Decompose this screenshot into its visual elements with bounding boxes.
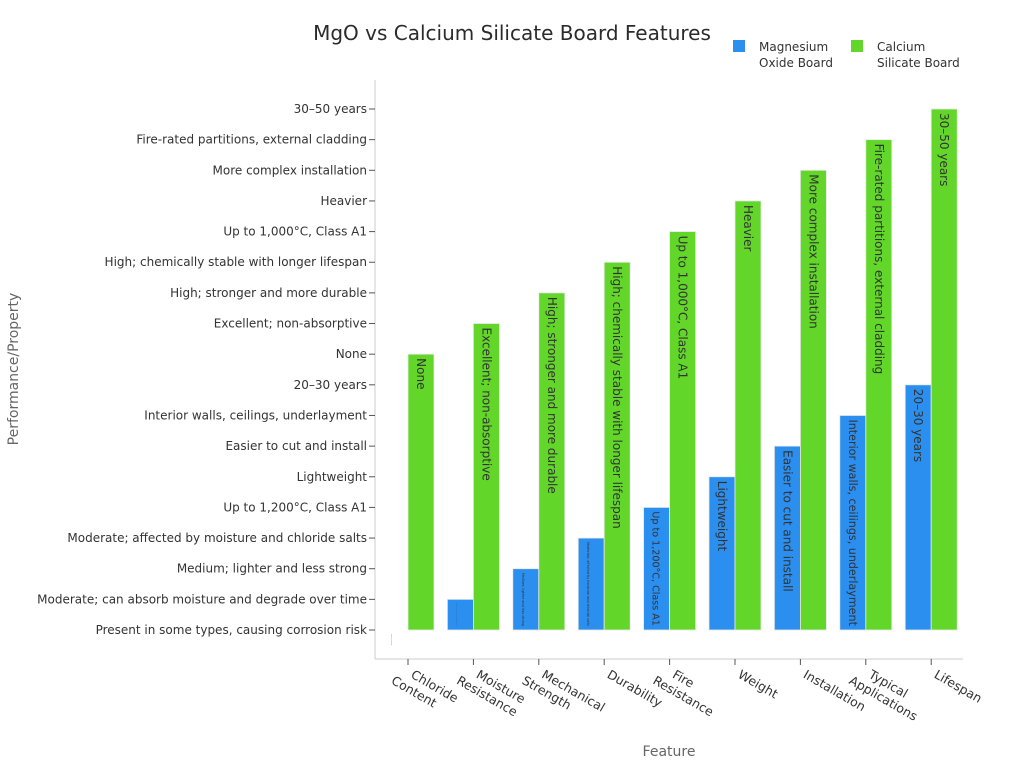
bar-mgo (643, 507, 670, 631)
chart-title: MgO vs Calcium Silicate Board Features (313, 21, 711, 45)
bar-mgo (512, 568, 540, 631)
bar-label-cs: More complex installation (806, 174, 820, 329)
bar-cs (407, 353, 435, 631)
legend-label-cs: Calcium Silicate Board (877, 40, 960, 70)
y-tick-label: Up to 1,000°C, Class A1 (223, 225, 367, 239)
bar-labels: Present in some types, causing corrosion… (391, 113, 951, 646)
y-tick-label: Fire-rated partitions, external cladding (136, 133, 367, 147)
y-tick-label: Heavier (320, 194, 367, 208)
y-tick-label: Interior walls, ceilings, underlayment (144, 408, 367, 422)
legend-label-mgo: Magnesium Oxide Board (759, 40, 833, 70)
y-ticks: Present in some types, causing corrosion… (37, 102, 375, 637)
bar-label-cs: High; chemically stable with longer life… (610, 266, 624, 528)
bar-cs (603, 261, 631, 631)
bar-mgo (839, 415, 867, 631)
x-tick-label: FireResistance (650, 660, 724, 720)
bar-cs (669, 231, 696, 631)
bar-label-mgo: Up to 1,200°C, Class A1 (650, 511, 661, 625)
bar-label-cs: Heavier (741, 205, 755, 252)
y-tick-label: Easier to cut and install (225, 439, 367, 453)
x-tick-label: ChlorideContent (389, 660, 461, 719)
bar-label-cs: High; stronger and more durable (545, 297, 559, 494)
legend-swatch-mgo (733, 40, 745, 52)
bar-cs (930, 108, 958, 631)
bar-cs (865, 139, 893, 631)
x-tick-label: Lifespan (932, 667, 985, 706)
bar-mgo (904, 384, 932, 631)
x-axis-title: Feature (643, 744, 696, 760)
bar-label-cs: None (414, 358, 428, 389)
bar-label-mgo: Present in some types, causing corrosion… (391, 634, 392, 646)
bar-cs (472, 323, 500, 631)
x-tick-label: MechanicalStrength (520, 660, 608, 728)
bar-label-cs: 30–50 years (937, 113, 951, 186)
y-tick-label: Present in some types, causing corrosion… (96, 623, 367, 637)
bar-label-cs: Excellent; non-absorptive (479, 328, 493, 481)
bar-mgo (774, 445, 801, 631)
bar-label-mgo: 20–30 years (911, 389, 925, 462)
y-axis-title: Performance/Property (6, 293, 22, 446)
bar-label-mgo: Medium; lighter and less strong (521, 573, 525, 626)
y-tick-label: High; stronger and more durable (170, 286, 367, 300)
y-tick-label: Lightweight (297, 470, 368, 484)
y-tick-label: Excellent; non-absorptive (214, 317, 367, 331)
bar-label-mgo: Easier to cut and install (780, 450, 794, 592)
bar-cs (734, 200, 762, 631)
bar-mgo (446, 598, 474, 631)
legend: Magnesium Oxide Board Calcium Silicate Boa… (733, 40, 960, 70)
y-tick-label: High; chemically stable with longer life… (105, 255, 367, 269)
x-tick-label: MoistureResistance (454, 660, 528, 720)
bar-label-mgo: Moderate; affected by moisture and chlor… (586, 542, 590, 626)
x-tick-label: TypicalApplications (847, 660, 928, 724)
bar-label-cs: Fire-rated partitions, external cladding (872, 144, 886, 375)
bars (407, 108, 958, 631)
bar-cs (538, 292, 566, 631)
x-tick-label: Weight (736, 667, 781, 702)
x-ticks: ChlorideContent MoistureResistance Mechani… (389, 659, 985, 728)
y-tick-label: Moderate; can absorb moisture and degrad… (37, 592, 367, 606)
bar-mgo (708, 476, 736, 631)
bar-label-mgo: Interior walls, ceilings, underlayment (846, 419, 859, 626)
bar-mgo (577, 537, 605, 631)
y-tick-label: Up to 1,200°C, Class A1 (223, 500, 367, 514)
legend-swatch-cs (851, 40, 863, 52)
y-tick-label: Moderate; affected by moisture and chlor… (67, 531, 367, 545)
y-tick-label: 20–30 years (294, 378, 367, 392)
bar-label-mgo: Lightweight (715, 481, 729, 552)
bar-cs (800, 169, 827, 631)
y-tick-label: None (336, 347, 367, 361)
bar-label-mgo: Moderate; can absorb moisture and degrad… (455, 603, 458, 626)
bar-label-cs: Up to 1,000°C, Class A1 (676, 236, 690, 380)
y-tick-label: Medium; lighter and less strong (177, 562, 367, 576)
y-tick-label: 30–50 years (294, 102, 367, 116)
y-tick-label: More complex installation (213, 163, 368, 177)
